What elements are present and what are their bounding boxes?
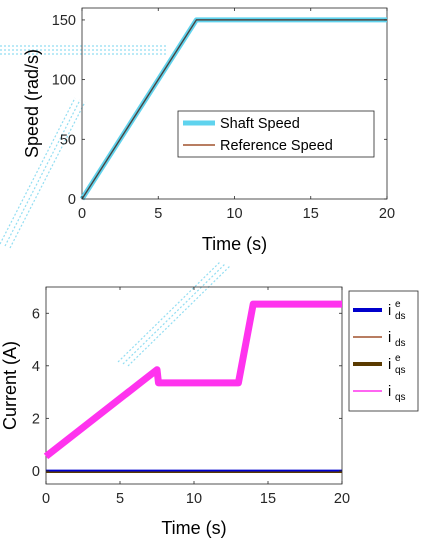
current-y-ticks: 0 2 4 6 [32, 306, 342, 480]
watermark-stripes [0, 45, 231, 367]
speed-legend: Shaft Speed Reference Speed [177, 110, 375, 158]
legend-sub-i-e-qs: qs [395, 365, 406, 376]
y-tick-label: 50 [60, 132, 76, 148]
speed-legend-box [177, 110, 375, 158]
x-tick-label: 20 [334, 491, 350, 507]
legend-label-i-e-ds: i [388, 303, 391, 319]
speed-x-axis-label: Time (s) [202, 234, 267, 254]
y-tick-label: 100 [52, 73, 76, 89]
legend-label-i-qs: i [388, 384, 391, 400]
y-tick-label: 6 [32, 306, 40, 322]
series-line-shaft speed [79, 17, 387, 201]
legend-sup-i-e-ds: e [395, 299, 401, 310]
y-tick-label: 2 [32, 411, 40, 427]
legend-sub-i-ds: ds [395, 338, 406, 349]
y-tick-label: 4 [32, 359, 40, 375]
legend-sub-i-e-ds: ds [395, 311, 406, 322]
speed-y-axis-label: Speed (rad/s) [22, 49, 42, 158]
y-tick-label: 150 [52, 13, 76, 29]
y-tick-label: 0 [32, 464, 40, 480]
current-x-axis-label: Time (s) [161, 518, 226, 538]
current-series-lines [43, 300, 342, 473]
legend-label-i-e-qs: i [388, 357, 391, 373]
speed-x-ticks: 0 5 10 15 20 [78, 8, 395, 222]
legend-sub-i-qs: qs [395, 392, 406, 403]
speed-chart: 0 5 10 15 20 0 50 100 150 Time (s) Speed (rad/s… [22, 7, 395, 254]
current-y-axis-label: Current (A) [0, 341, 20, 430]
x-tick-label: 5 [116, 491, 124, 507]
x-tick-label: 0 [78, 206, 86, 222]
x-tick-label: 5 [154, 206, 162, 222]
x-tick-label: 10 [226, 206, 242, 222]
series-line-reference-core [81, 19, 387, 200]
series-line-i-qs [43, 300, 342, 460]
x-tick-label: 10 [186, 491, 202, 507]
current-x-ticks: 0 5 10 15 20 [42, 287, 350, 507]
x-tick-label: 15 [303, 206, 319, 222]
legend-sup-i-e-qs: e [395, 353, 401, 364]
legend-label-reference-speed: Reference Speed [220, 138, 333, 154]
series-line-reference speed [81, 19, 387, 200]
legend-label-i-ds: i [388, 330, 391, 346]
speed-plot-frame [81, 7, 388, 200]
x-tick-label: 20 [379, 206, 395, 222]
y-tick-label: 0 [68, 192, 76, 208]
speed-y-ticks: 0 50 100 150 [52, 13, 387, 208]
legend-label-shaft-speed: Shaft Speed [220, 116, 300, 132]
speed-series-lines [79, 17, 387, 201]
x-tick-label: 0 [42, 491, 50, 507]
x-tick-label: 15 [260, 491, 276, 507]
